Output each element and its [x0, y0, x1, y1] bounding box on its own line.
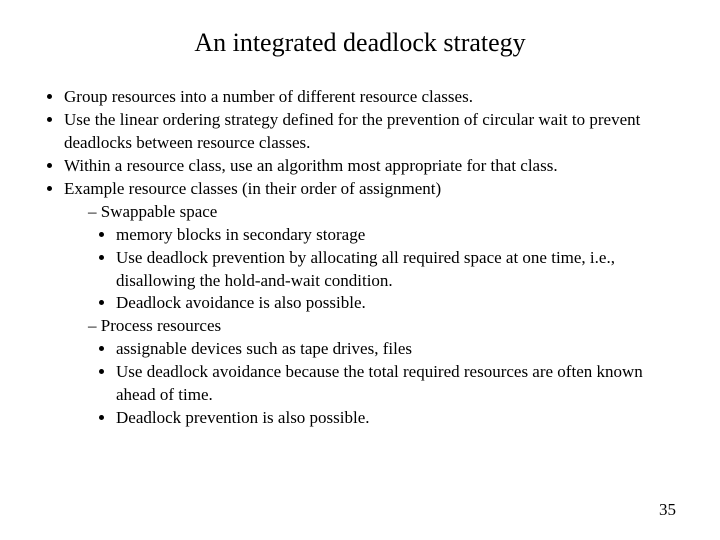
sub-list: Swappable space memory blocks in seconda…: [64, 201, 680, 430]
list-item: Use deadlock avoidance because the total…: [116, 361, 680, 407]
sub-sub-list: memory blocks in secondary storage Use d…: [88, 224, 680, 316]
list-item: Process resources assignable devices suc…: [88, 315, 680, 430]
list-item: Use the linear ordering strategy defined…: [64, 109, 680, 155]
list-item: Use deadlock prevention by allocating al…: [116, 247, 680, 293]
page-number: 35: [659, 500, 676, 520]
list-item: memory blocks in secondary storage: [116, 224, 680, 247]
bullet-list: Group resources into a number of differe…: [40, 86, 680, 430]
list-item: Swappable space memory blocks in seconda…: [88, 201, 680, 316]
list-item: Group resources into a number of differe…: [64, 86, 680, 109]
list-item-text: Process resources: [101, 316, 221, 335]
list-item-text: Example resource classes (in their order…: [64, 179, 441, 198]
page-title: An integrated deadlock strategy: [40, 28, 680, 58]
list-item-text: Swappable space: [101, 202, 218, 221]
list-item: Example resource classes (in their order…: [64, 178, 680, 430]
slide: An integrated deadlock strategy Group re…: [0, 0, 720, 540]
list-item: assignable devices such as tape drives, …: [116, 338, 680, 361]
list-item: Deadlock avoidance is also possible.: [116, 292, 680, 315]
list-item: Deadlock prevention is also possible.: [116, 407, 680, 430]
list-item: Within a resource class, use an algorith…: [64, 155, 680, 178]
sub-sub-list: assignable devices such as tape drives, …: [88, 338, 680, 430]
